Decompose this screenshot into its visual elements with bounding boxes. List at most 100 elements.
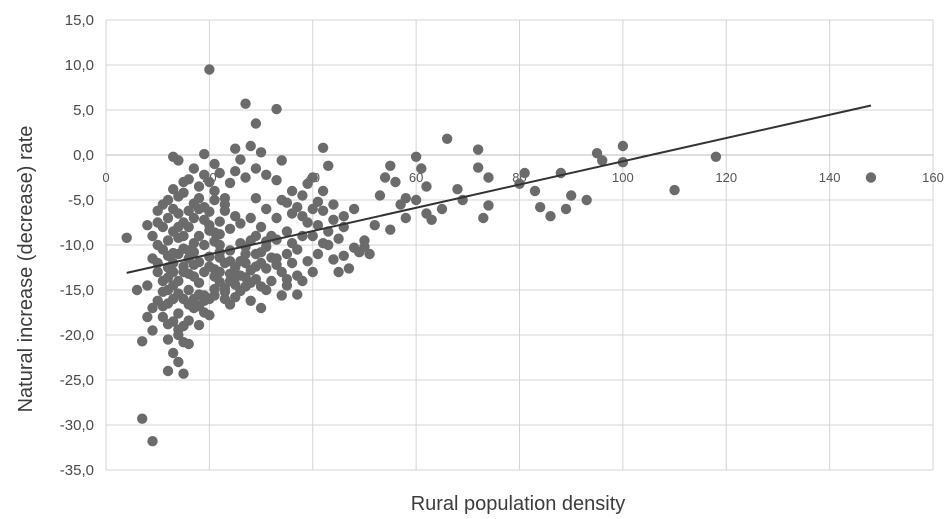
data-point (214, 167, 225, 179)
data-point (162, 319, 174, 330)
y-tick-label: 5,0 (73, 102, 94, 119)
data-point (240, 257, 251, 269)
data-point (385, 224, 396, 235)
data-point (416, 163, 427, 174)
data-point (162, 235, 174, 246)
data-point (452, 184, 463, 195)
data-point (193, 319, 205, 331)
data-point (204, 310, 215, 321)
data-point (240, 172, 251, 183)
data-point (173, 324, 184, 335)
x-tick-label: 140 (819, 170, 841, 185)
data-point (581, 194, 592, 206)
data-point (276, 290, 287, 301)
data-point (307, 172, 318, 183)
x-tick-label: 60 (409, 170, 423, 185)
data-point (157, 311, 169, 323)
data-point (400, 212, 411, 224)
y-tick-label: -25,0 (60, 372, 94, 389)
x-tick-label: 100 (612, 170, 634, 185)
data-point (297, 211, 308, 222)
data-point (142, 311, 153, 323)
data-point (255, 302, 267, 314)
data-point (240, 98, 251, 109)
data-point (173, 356, 184, 368)
data-point (136, 413, 148, 424)
data-point (235, 154, 246, 165)
data-point (245, 265, 256, 276)
data-point (173, 221, 184, 233)
data-point (147, 230, 158, 242)
y-tick-label: -35,0 (60, 462, 94, 479)
data-point (162, 334, 174, 345)
data-point (142, 280, 153, 291)
data-point (348, 203, 360, 215)
data-point (147, 302, 158, 314)
data-point (400, 193, 411, 204)
data-point (204, 64, 215, 75)
data-point (173, 191, 184, 202)
data-point (167, 347, 179, 359)
gridlines (105, 19, 934, 471)
data-point (193, 230, 205, 242)
data-point (147, 325, 158, 336)
data-point (204, 261, 215, 272)
data-point (230, 166, 241, 177)
data-point (307, 230, 318, 242)
data-point (255, 281, 267, 292)
data-point (281, 274, 293, 285)
data-point (121, 232, 132, 243)
data-point (193, 256, 205, 268)
data-point (307, 266, 318, 278)
data-point (261, 203, 272, 215)
data-point (147, 436, 158, 447)
data-point (338, 250, 349, 261)
data-point (250, 248, 262, 260)
data-point (173, 155, 184, 166)
data-point (152, 205, 163, 216)
data-point (167, 247, 179, 259)
data-point (178, 261, 189, 272)
data-point (224, 223, 236, 234)
data-point (483, 200, 494, 211)
data-point (162, 212, 174, 224)
data-point (214, 266, 225, 278)
data-point (426, 214, 437, 225)
data-point (710, 151, 722, 162)
data-point (255, 257, 267, 269)
data-point (271, 212, 282, 224)
data-point (131, 284, 143, 296)
data-point (183, 284, 194, 296)
data-points (121, 64, 877, 447)
data-point (343, 263, 355, 274)
data-point (297, 190, 308, 201)
data-point (188, 247, 200, 258)
data-point (245, 295, 256, 306)
data-point (152, 266, 163, 278)
data-point (379, 172, 391, 183)
data-point (199, 202, 210, 213)
data-point (235, 218, 246, 229)
data-point (276, 155, 287, 166)
data-point (230, 211, 241, 222)
data-point (421, 181, 432, 192)
data-point (292, 270, 303, 281)
data-point (534, 202, 546, 213)
data-point (188, 212, 200, 224)
data-point (266, 252, 277, 263)
data-point (597, 155, 608, 166)
data-point (865, 172, 877, 183)
y-tick-label: -15,0 (60, 282, 94, 299)
data-point (364, 248, 375, 260)
data-point (224, 256, 236, 267)
data-point (255, 147, 267, 158)
data-point (193, 181, 205, 192)
data-point (214, 216, 225, 227)
data-point (209, 194, 220, 206)
data-point (188, 163, 200, 174)
data-point (266, 275, 277, 287)
data-point (323, 160, 334, 171)
data-point (374, 190, 386, 201)
data-point (410, 151, 422, 162)
data-point (328, 214, 339, 225)
